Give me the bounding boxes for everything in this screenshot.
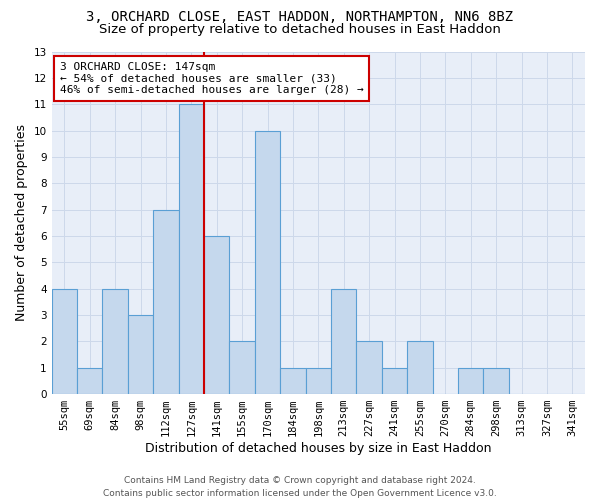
Bar bbox=[407, 342, 433, 394]
Text: Size of property relative to detached houses in East Haddon: Size of property relative to detached ho… bbox=[99, 22, 501, 36]
Bar bbox=[229, 342, 255, 394]
Bar bbox=[458, 368, 484, 394]
Bar bbox=[305, 368, 331, 394]
Text: 3, ORCHARD CLOSE, EAST HADDON, NORTHAMPTON, NN6 8BZ: 3, ORCHARD CLOSE, EAST HADDON, NORTHAMPT… bbox=[86, 10, 514, 24]
Bar bbox=[128, 315, 153, 394]
Text: 3 ORCHARD CLOSE: 147sqm
← 54% of detached houses are smaller (33)
46% of semi-de: 3 ORCHARD CLOSE: 147sqm ← 54% of detache… bbox=[59, 62, 364, 95]
Bar bbox=[484, 368, 509, 394]
Bar bbox=[356, 342, 382, 394]
Bar bbox=[382, 368, 407, 394]
Bar bbox=[255, 130, 280, 394]
X-axis label: Distribution of detached houses by size in East Haddon: Distribution of detached houses by size … bbox=[145, 442, 491, 455]
Bar bbox=[52, 288, 77, 394]
Text: Contains HM Land Registry data © Crown copyright and database right 2024.
Contai: Contains HM Land Registry data © Crown c… bbox=[103, 476, 497, 498]
Bar bbox=[280, 368, 305, 394]
Bar bbox=[331, 288, 356, 394]
Bar bbox=[204, 236, 229, 394]
Y-axis label: Number of detached properties: Number of detached properties bbox=[15, 124, 28, 322]
Bar bbox=[153, 210, 179, 394]
Bar bbox=[179, 104, 204, 394]
Bar bbox=[103, 288, 128, 394]
Bar bbox=[77, 368, 103, 394]
